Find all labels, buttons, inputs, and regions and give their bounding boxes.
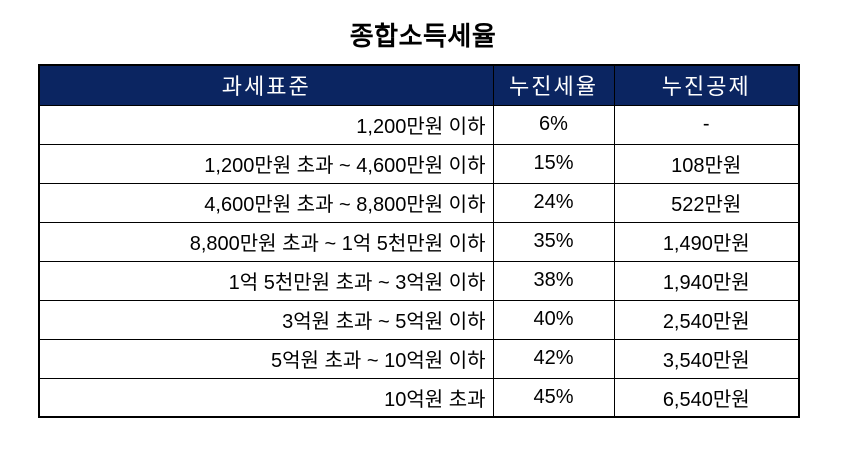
table-cell-deduc: 3,540만원 <box>613 338 800 379</box>
table-cell-deduc: 522만원 <box>613 182 800 223</box>
table-cell-deduc: 6,540만원 <box>613 377 800 418</box>
table-cell-rate: 15% <box>492 143 615 184</box>
table-cell-rate: 35% <box>492 221 615 262</box>
table-cell-rate: 24% <box>492 182 615 223</box>
page-title: 종합소득세율 <box>349 21 497 51</box>
table-row: 1억 5천만원 초과 ~ 3억원 이하 38% 1,940만원 <box>38 260 800 301</box>
table-cell-rate: 38% <box>492 260 615 301</box>
table-cell-base: 4,600만원 초과 ~ 8,800만원 이하 <box>38 182 494 223</box>
table-cell-deduc: 1,940만원 <box>613 260 800 301</box>
table-cell-base: 3억원 초과 ~ 5억원 이하 <box>38 299 494 340</box>
table-row: 8,800만원 초과 ~ 1억 5천만원 이하 35% 1,490만원 <box>38 221 800 262</box>
table-cell-deduc: 1,490만원 <box>613 221 800 262</box>
table-cell-rate: 42% <box>492 338 615 379</box>
table-cell-rate: 45% <box>492 377 615 418</box>
column-header-tax-base: 과세표준 <box>38 64 494 106</box>
table-cell-deduc: 2,540만원 <box>613 299 800 340</box>
table-row: 1,200만원 초과 ~ 4,600만원 이하 15% 108만원 <box>38 143 800 184</box>
income-tax-rate-table: 과세표준 누진세율 누진공제 1,200만원 이하 6% -1,200만원 초과 ~… <box>38 64 800 418</box>
table-cell-deduc: 108만원 <box>613 143 800 184</box>
table-cell-deduc: - <box>613 104 800 145</box>
header-row: 과세표준 누진세율 누진공제 <box>38 64 800 106</box>
table-body: 1,200만원 이하 6% -1,200만원 초과 ~ 4,600만원 이하 15% 1… <box>38 104 800 418</box>
table-cell-rate: 6% <box>492 104 615 145</box>
table-row: 3억원 초과 ~ 5억원 이하 40% 2,540만원 <box>38 299 800 340</box>
column-header-progressive-rate: 누진세율 <box>492 64 615 106</box>
table-cell-base: 10억원 초과 <box>38 377 494 418</box>
column-header-progressive-deduction: 누진공제 <box>613 64 800 106</box>
table-header: 과세표준 누진세율 누진공제 <box>38 64 800 106</box>
table-row: 10억원 초과 45% 6,540만원 <box>38 377 800 418</box>
table-cell-base: 1,200만원 초과 ~ 4,600만원 이하 <box>38 143 494 184</box>
table-cell-base: 1,200만원 이하 <box>38 104 494 145</box>
table-cell-base: 5억원 초과 ~ 10억원 이하 <box>38 338 494 379</box>
table-cell-base: 8,800만원 초과 ~ 1억 5천만원 이하 <box>38 221 494 262</box>
table-row: 5억원 초과 ~ 10억원 이하 42% 3,540만원 <box>38 338 800 379</box>
table-cell-base: 1억 5천만원 초과 ~ 3억원 이하 <box>38 260 494 301</box>
table-cell-rate: 40% <box>492 299 615 340</box>
table-row: 1,200만원 이하 6% - <box>38 104 800 145</box>
table-row: 4,600만원 초과 ~ 8,800만원 이하 24% 522만원 <box>38 182 800 223</box>
